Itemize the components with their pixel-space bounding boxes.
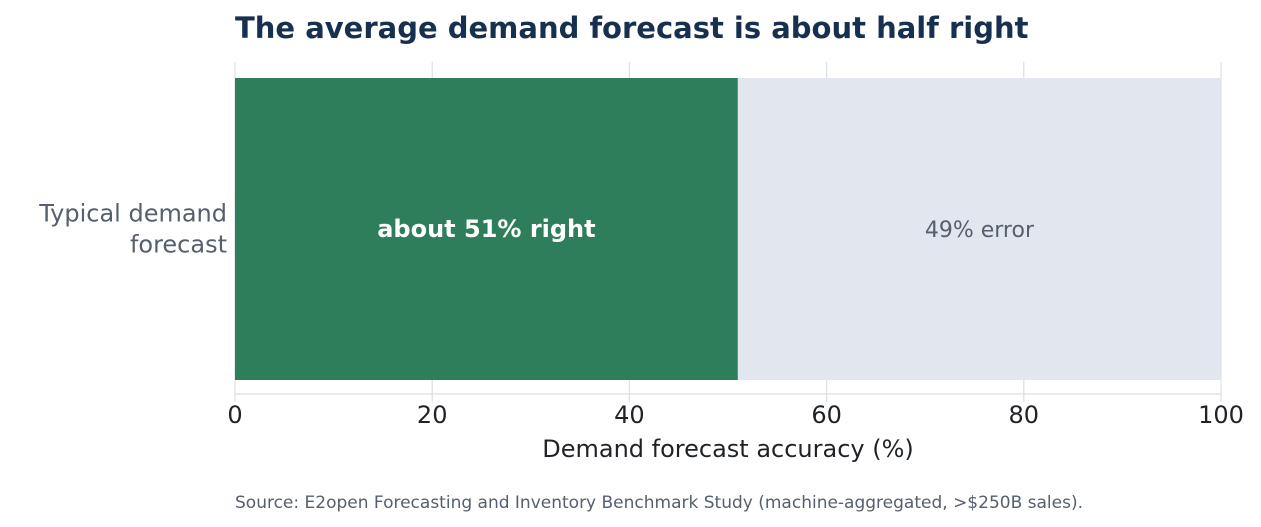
- source-note: Source: E2open Forecasting and Inventory…: [235, 493, 1083, 513]
- category-labels: Typical demand forecast: [38, 200, 227, 259]
- bar-label-right: about 51% right: [377, 215, 595, 243]
- x-tick-label-60: 60: [811, 401, 842, 429]
- category-label: Typical demand forecast: [38, 200, 227, 259]
- x-tick-label-100: 100: [1198, 401, 1244, 429]
- bar-error-segment: [737, 78, 1221, 380]
- bar-labels: about 51% right 49% error: [377, 215, 1035, 243]
- x-tick-labels: 0 20 40 60 80 100: [227, 401, 1244, 429]
- bar-label-error: 49% error: [925, 218, 1035, 243]
- bar-right-segment: [235, 78, 738, 380]
- x-axis-title: Demand forecast accuracy (%): [542, 435, 914, 463]
- x-tick-label-0: 0: [227, 401, 242, 429]
- x-tick-label-40: 40: [614, 401, 645, 429]
- chart-title: The average demand forecast is about hal…: [235, 11, 1029, 45]
- x-tick-label-20: 20: [417, 401, 448, 429]
- bars: [235, 78, 1221, 380]
- x-tick-label-80: 80: [1009, 401, 1040, 429]
